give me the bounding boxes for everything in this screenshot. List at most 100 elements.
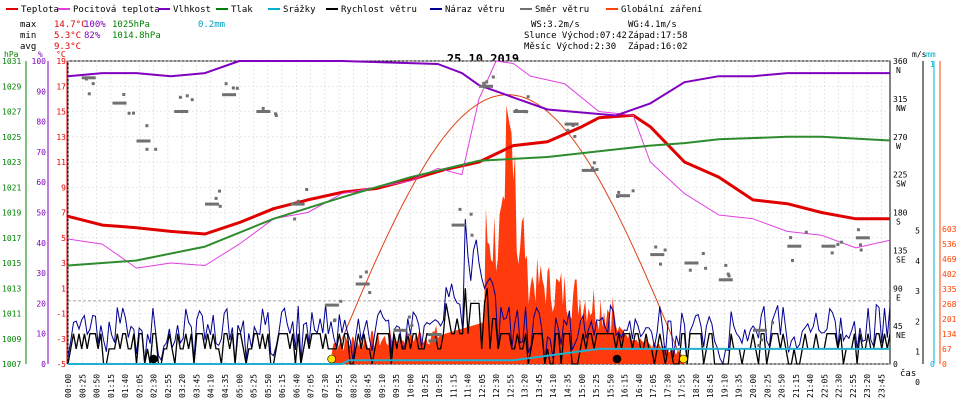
wm2-tick: 603	[942, 225, 957, 234]
wind-dir-mark	[566, 128, 570, 132]
temp-tick: 1	[61, 284, 66, 293]
ms-tick: 0	[915, 378, 920, 387]
gust-line	[67, 218, 891, 366]
radiation-fill	[331, 105, 685, 365]
x-tick-label: 23:20	[863, 374, 872, 398]
hpa-tick: 1011	[2, 310, 21, 319]
ms-tick: 1	[915, 348, 920, 357]
wm2-tick: 268	[942, 300, 957, 309]
wind-dir-mark	[513, 110, 528, 113]
mm-tick: 1	[930, 60, 935, 69]
wind-dir-mark	[214, 196, 218, 200]
right-axis-unit: mm	[926, 50, 936, 59]
pct-tick: 90	[36, 87, 46, 96]
stats-max-label: max	[20, 20, 37, 30]
dir-name: NE	[896, 331, 906, 340]
x-tick-label: 17:30	[663, 374, 672, 398]
stats-min-pressure: 1014.8hPa	[112, 31, 161, 41]
dir-tick: 90	[893, 284, 903, 293]
wind-dir-mark	[840, 240, 844, 244]
wind-dir-mark	[432, 339, 436, 343]
wind-dir-mark	[514, 108, 518, 112]
wind-dir-mark	[112, 101, 127, 105]
sun-times-text: Slunce Východ:07:42	[524, 31, 627, 41]
astro-marker	[327, 354, 337, 364]
wind-dir-mark	[821, 244, 836, 248]
wind-dir-mark	[525, 110, 529, 114]
wind-dir-mark	[84, 77, 88, 81]
moon-times-text: Měsíc Východ:2:30	[524, 42, 616, 52]
stats-min-label: min	[20, 31, 36, 41]
x-tick-label: 19:10	[721, 374, 730, 398]
wind-dir-mark	[650, 253, 665, 257]
wind-dir-mark	[753, 328, 767, 332]
x-tick-label: 15:00	[578, 374, 587, 398]
wind-dir-mark	[791, 259, 794, 262]
temp-tick: 9	[61, 183, 66, 192]
dir-tick: 0	[893, 360, 898, 369]
x-tick-label: 10:25	[421, 374, 430, 398]
temp-tick: 13	[56, 133, 66, 142]
x-tick-label: 14:10	[549, 374, 558, 398]
wind-dir-mark	[760, 338, 764, 342]
temp-tick: 17	[56, 82, 66, 91]
left-axis-unit: hPa	[4, 50, 19, 59]
wind-dir-mark	[224, 82, 228, 86]
ms-tick: 3	[915, 287, 920, 296]
wind-dir-mark	[231, 86, 235, 90]
wind-dir-mark	[727, 274, 731, 278]
wind-dir-mark	[359, 275, 363, 279]
temp-tick: 15	[56, 108, 66, 117]
x-tick-label: 19:35	[735, 374, 744, 398]
wind-dir-mark	[261, 106, 265, 110]
wind-dir-mark	[218, 204, 222, 208]
x-tick-label: 01:15	[107, 374, 116, 398]
x-tick-label: 11:15	[449, 374, 458, 398]
wind-dir-mark	[688, 268, 692, 272]
ms-tick: 5	[915, 227, 920, 236]
wind-dir-mark	[355, 282, 370, 286]
wm2-tick: 536	[942, 240, 957, 249]
series-srážky	[68, 347, 890, 365]
wind-dir-mark	[718, 278, 733, 282]
x-tick-label: 21:15	[792, 374, 801, 398]
hpa-tick: 1023	[2, 158, 21, 167]
wind-dir-mark	[87, 92, 91, 96]
wind-dir-mark	[458, 207, 462, 211]
wind-dir-mark	[427, 333, 442, 336]
wind-dir-mark	[132, 111, 135, 115]
wind-dir-mark	[290, 202, 305, 206]
wind-dir-mark	[364, 270, 368, 274]
stats-avg-label: avg	[20, 42, 36, 52]
x-tick-label: 10:50	[435, 374, 444, 398]
hpa-tick: 1031	[2, 57, 21, 66]
wind-direction-marks	[81, 75, 870, 347]
wind-dir-mark	[757, 344, 761, 347]
wind-dir-mark	[654, 245, 658, 249]
dir-tick: 180	[893, 209, 908, 218]
x-tick-label: 00:25	[78, 374, 87, 398]
x-tick-label: 06:40	[292, 374, 301, 398]
x-tick-label: 20:25	[763, 374, 772, 398]
dir-tick: 45	[893, 322, 903, 331]
wind-gust-text: WG:4.1m/s	[628, 20, 677, 30]
x-tick-label: 15:25	[592, 374, 601, 398]
left-axis-unit: °C	[56, 50, 66, 59]
wind-dir-mark	[393, 328, 408, 332]
series-tlak	[67, 135, 891, 267]
wind-dir-mark	[859, 248, 863, 252]
wind-dir-mark	[726, 272, 730, 276]
wind-dir-mark	[428, 339, 432, 343]
mm-tick: 0	[930, 360, 935, 369]
right-axis-unit: m/s	[912, 50, 927, 59]
x-tick-label: 09:35	[392, 374, 401, 398]
wind-dir-mark	[190, 98, 194, 102]
wind-speed-line	[67, 288, 891, 365]
wind-dir-mark	[704, 266, 708, 270]
pct-tick: 60	[36, 178, 46, 187]
wind-dir-mark	[771, 321, 775, 325]
x-tick-label: 15:50	[606, 374, 615, 398]
x-tick-label: 02:55	[164, 374, 173, 398]
legend-item: Srážky	[283, 5, 316, 15]
